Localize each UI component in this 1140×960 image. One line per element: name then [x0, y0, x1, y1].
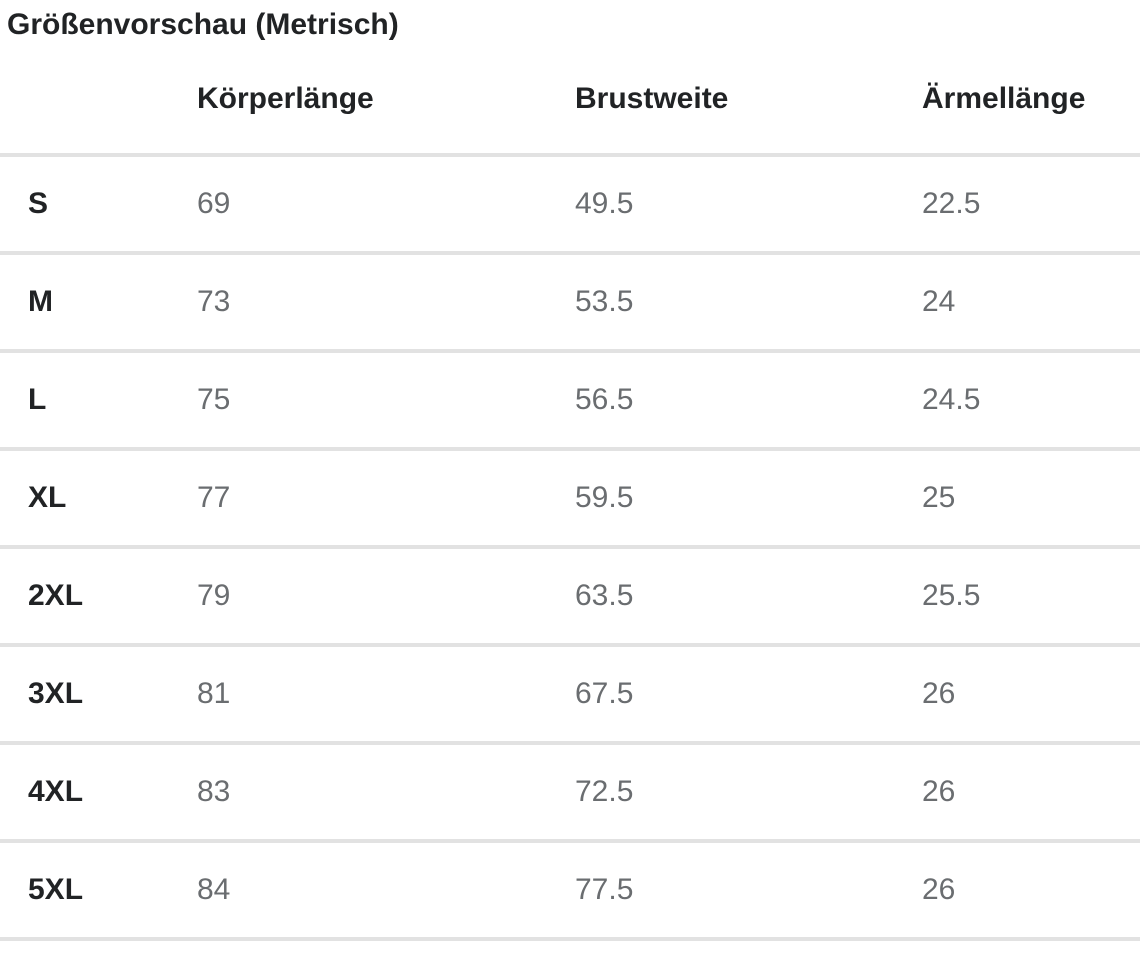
sleeve-length-value: 26	[922, 677, 956, 710]
chest-width-value: 63.5	[575, 579, 634, 612]
size-label: 3XL	[28, 677, 84, 710]
table-row-5xl: 5XL 84 77.5 26	[0, 839, 1140, 937]
body-length-value: 83	[197, 775, 231, 808]
size-label: 5XL	[28, 873, 84, 906]
body-length-value: 73	[197, 285, 231, 318]
table-row-s: S 69 49.5 22.5	[0, 153, 1140, 251]
size-label: M	[28, 285, 53, 318]
table-row-l: L 75 56.5 24.5	[0, 349, 1140, 447]
chest-width-value: 56.5	[575, 383, 634, 416]
chest-width-value: 49.5	[575, 187, 634, 220]
table-row-m: M 73 53.5 24	[0, 251, 1140, 349]
chest-width-value: 67.5	[575, 677, 634, 710]
column-header-koerperlaenge: Körperlänge	[197, 81, 374, 115]
column-header-brustweite: Brustweite	[575, 81, 729, 115]
body-length-value: 69	[197, 187, 231, 220]
sleeve-length-value: 25	[922, 481, 956, 514]
sleeve-length-value: 26	[922, 775, 956, 808]
table-row-4xl: 4XL 83 72.5 26	[0, 741, 1140, 839]
sleeve-length-value: 25.5	[922, 579, 981, 612]
body-length-value: 81	[197, 677, 231, 710]
table-header-row: Körperlänge Brustweite Ärmellänge	[0, 44, 1140, 153]
body-length-value: 75	[197, 383, 231, 416]
body-length-value: 79	[197, 579, 231, 612]
chest-width-value: 53.5	[575, 285, 634, 318]
table-body: S 69 49.5 22.5 M 73 53.5 24 L 75 56.5 24…	[0, 153, 1140, 941]
size-label: S	[28, 187, 49, 220]
sleeve-length-value: 22.5	[922, 187, 981, 220]
table-row-3xl: 3XL 81 67.5 26	[0, 643, 1140, 741]
size-label: 2XL	[28, 579, 84, 612]
size-label: 4XL	[28, 775, 84, 808]
sleeve-length-value: 26	[922, 873, 956, 906]
chest-width-value: 77.5	[575, 873, 634, 906]
column-header-aermellaenge: Ärmellänge	[922, 81, 1086, 115]
body-length-value: 84	[197, 873, 231, 906]
size-label: L	[28, 383, 47, 416]
body-length-value: 77	[197, 481, 231, 514]
chest-width-value: 59.5	[575, 481, 634, 514]
sleeve-length-value: 24	[922, 285, 956, 318]
table-row-xl: XL 77 59.5 25	[0, 447, 1140, 545]
chest-width-value: 72.5	[575, 775, 634, 808]
table-row-2xl: 2XL 79 63.5 25.5	[0, 545, 1140, 643]
size-chart-title: Größenvorschau (Metrisch)	[7, 8, 399, 41]
size-label: XL	[28, 481, 67, 514]
sleeve-length-value: 24.5	[922, 383, 981, 416]
